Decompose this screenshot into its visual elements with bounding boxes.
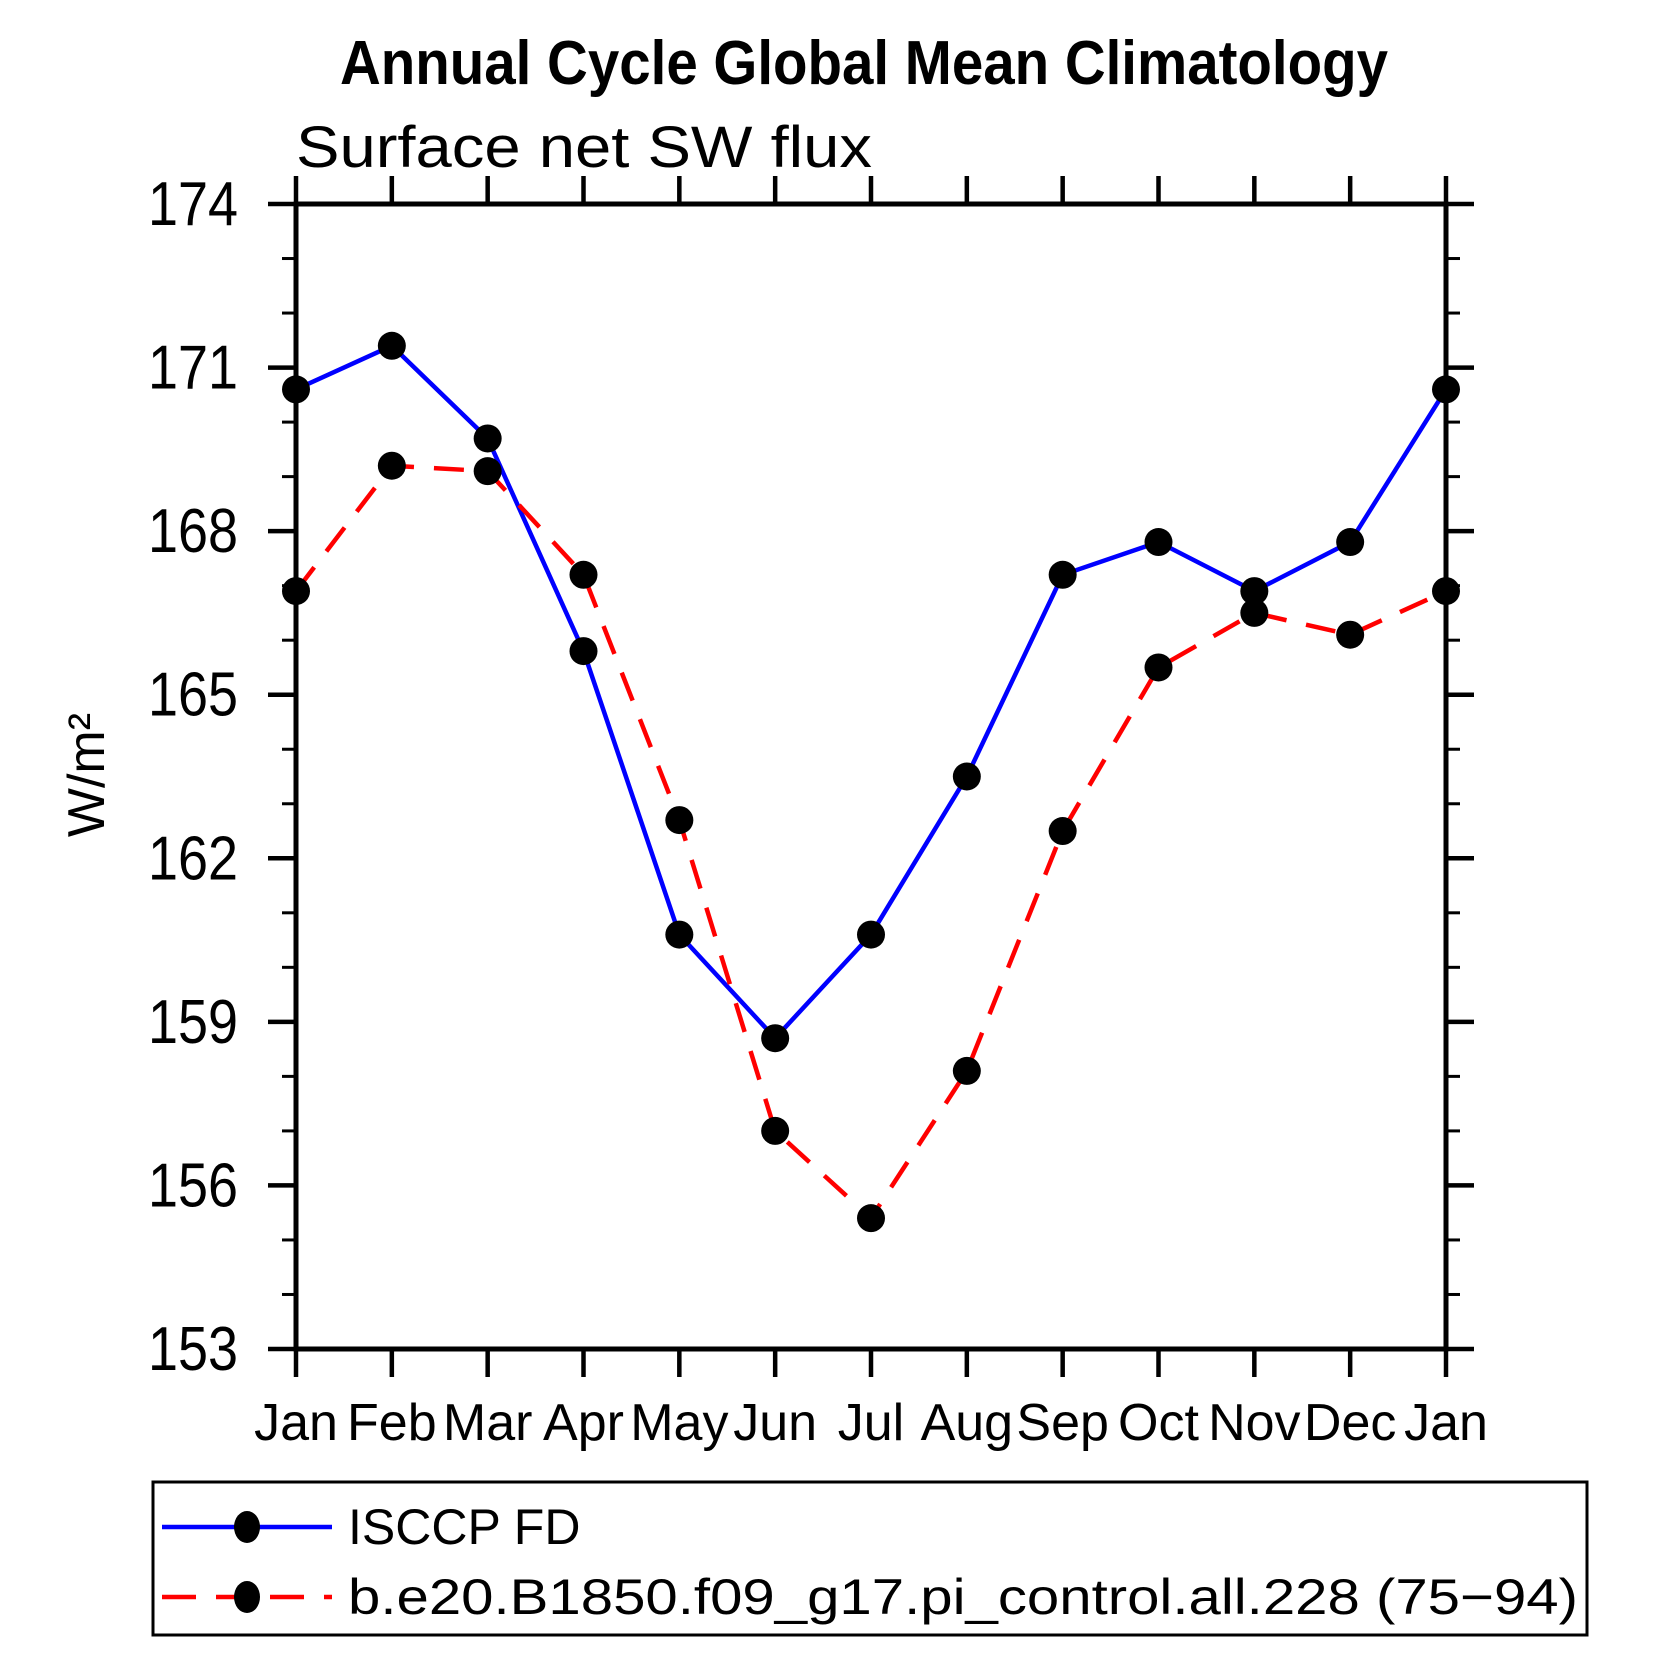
series-markers [282, 331, 1460, 1233]
legend-marker-isccp-circle-icon [234, 1511, 260, 1543]
y-tick-label: 159 [148, 988, 238, 1057]
x-tick-label: Dec [1304, 1394, 1396, 1452]
data-point-marker-0 [1336, 528, 1365, 557]
x-tick-label: Apr [543, 1394, 624, 1452]
data-point-marker-0 [1240, 577, 1269, 606]
y-tick-label: 168 [148, 497, 238, 566]
data-point-marker-0 [857, 920, 885, 949]
data-point-marker-1 [1240, 598, 1269, 627]
axis-ticks [268, 176, 1474, 1377]
data-point-marker-0 [761, 1024, 790, 1053]
y-tick-label: 174 [148, 170, 238, 239]
data-point-marker-1 [1144, 653, 1173, 682]
legend-label-isccp: ISCCP FD [348, 1499, 580, 1555]
x-tick-label: Mar [443, 1394, 533, 1452]
data-point-marker-1 [1336, 620, 1365, 649]
plot-frame [293, 201, 1449, 1352]
series-line-1 [294, 463, 1447, 1222]
x-tick-label: Jan [1404, 1394, 1488, 1452]
data-point-marker-1 [857, 1204, 885, 1233]
data-point-marker-1 [473, 457, 502, 486]
data-point-marker-1 [569, 560, 598, 589]
x-tick-label: Feb [347, 1394, 437, 1452]
data-point-marker-1 [377, 451, 406, 480]
legend-marker-model-circle-icon [234, 1581, 260, 1613]
data-point-marker-1 [665, 806, 694, 835]
y-axis-label: W/m² [58, 713, 116, 837]
data-point-marker-0 [665, 920, 694, 949]
y-tick-label: 153 [148, 1315, 238, 1384]
legend-box [151, 1480, 1589, 1637]
x-tick-label: Nov [1208, 1394, 1300, 1452]
data-point-marker-0 [1144, 528, 1173, 557]
data-point-marker-1 [761, 1116, 790, 1145]
series-lines [294, 343, 1448, 1222]
data-point-marker-0 [952, 762, 981, 791]
data-point-marker-0 [1048, 560, 1077, 589]
legend-label-model: b.e20.B1850.f09_g17.pi_control.all.228 (… [348, 1569, 1578, 1625]
y-tick-label: 156 [148, 1151, 238, 1220]
y-tick-label: 162 [148, 824, 238, 893]
y-tick-label: 171 [148, 334, 238, 403]
data-point-marker-0 [377, 331, 406, 360]
x-tick-label: Oct [1118, 1394, 1199, 1452]
x-tick-label: Jun [733, 1394, 817, 1452]
x-tick-label: Jan [254, 1394, 338, 1452]
x-tick-label: Aug [921, 1394, 1014, 1452]
legend: ISCCP FD b.e20.B1850.f09_g17.pi_control.… [151, 1480, 1589, 1637]
x-tick-label: Jul [838, 1394, 904, 1452]
data-point-marker-0 [569, 637, 598, 666]
chart-title: Annual Cycle Global Mean Climatology [340, 29, 1388, 98]
data-point-marker-0 [473, 424, 502, 453]
chart-subtitle: Surface net SW flux [296, 115, 872, 180]
x-tick-label: Sep [1016, 1394, 1109, 1452]
data-point-marker-1 [952, 1056, 981, 1085]
x-tick-label: May [630, 1394, 728, 1452]
data-point-marker-1 [1048, 817, 1077, 846]
y-tick-label: 165 [148, 661, 238, 730]
